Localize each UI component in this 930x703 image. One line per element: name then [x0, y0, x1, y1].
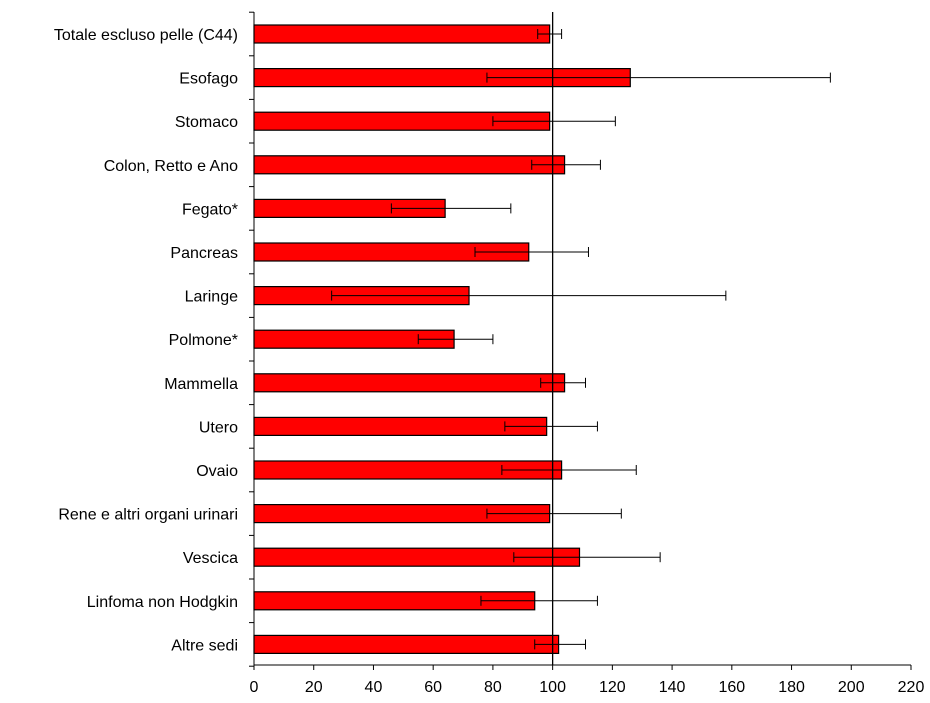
category-label: Laringe: [185, 289, 238, 306]
category-label: Altre sedi: [171, 637, 238, 654]
category-label: Ovaio: [196, 463, 238, 480]
x-tick-label: 180: [778, 679, 805, 696]
x-tick-label: 120: [599, 679, 626, 696]
x-tick-label: 40: [365, 679, 383, 696]
category-label: Polmone*: [169, 332, 238, 349]
category-label: Totale escluso pelle (C44): [54, 27, 238, 44]
category-label: Esofago: [179, 71, 238, 88]
bar: [253, 24, 551, 44]
x-tick-label: 220: [898, 679, 925, 696]
bar: [253, 416, 548, 436]
category-label: Stomaco: [175, 114, 238, 131]
category-label: Fegato*: [182, 201, 238, 218]
category-label: Utero: [199, 419, 238, 436]
bar: [253, 373, 566, 393]
x-tick-label: 140: [659, 679, 686, 696]
category-label: Vescica: [183, 550, 238, 567]
category-label: Linfoma non Hodgkin: [87, 594, 238, 611]
x-tick-label: 0: [250, 679, 259, 696]
x-tick-label: 60: [424, 679, 442, 696]
x-tick-label: 20: [305, 679, 323, 696]
x-tick-label: 100: [539, 679, 566, 696]
category-label: Rene e altri organi urinari: [58, 507, 238, 524]
x-tick-label: 80: [484, 679, 502, 696]
category-label: Mammella: [164, 376, 238, 393]
x-tick-label: 160: [718, 679, 745, 696]
x-tick-label: 200: [838, 679, 865, 696]
category-label: Colon, Retto e Ano: [104, 158, 238, 175]
category-label: Pancreas: [170, 245, 238, 262]
bar: [253, 155, 566, 175]
bar: [253, 634, 560, 655]
